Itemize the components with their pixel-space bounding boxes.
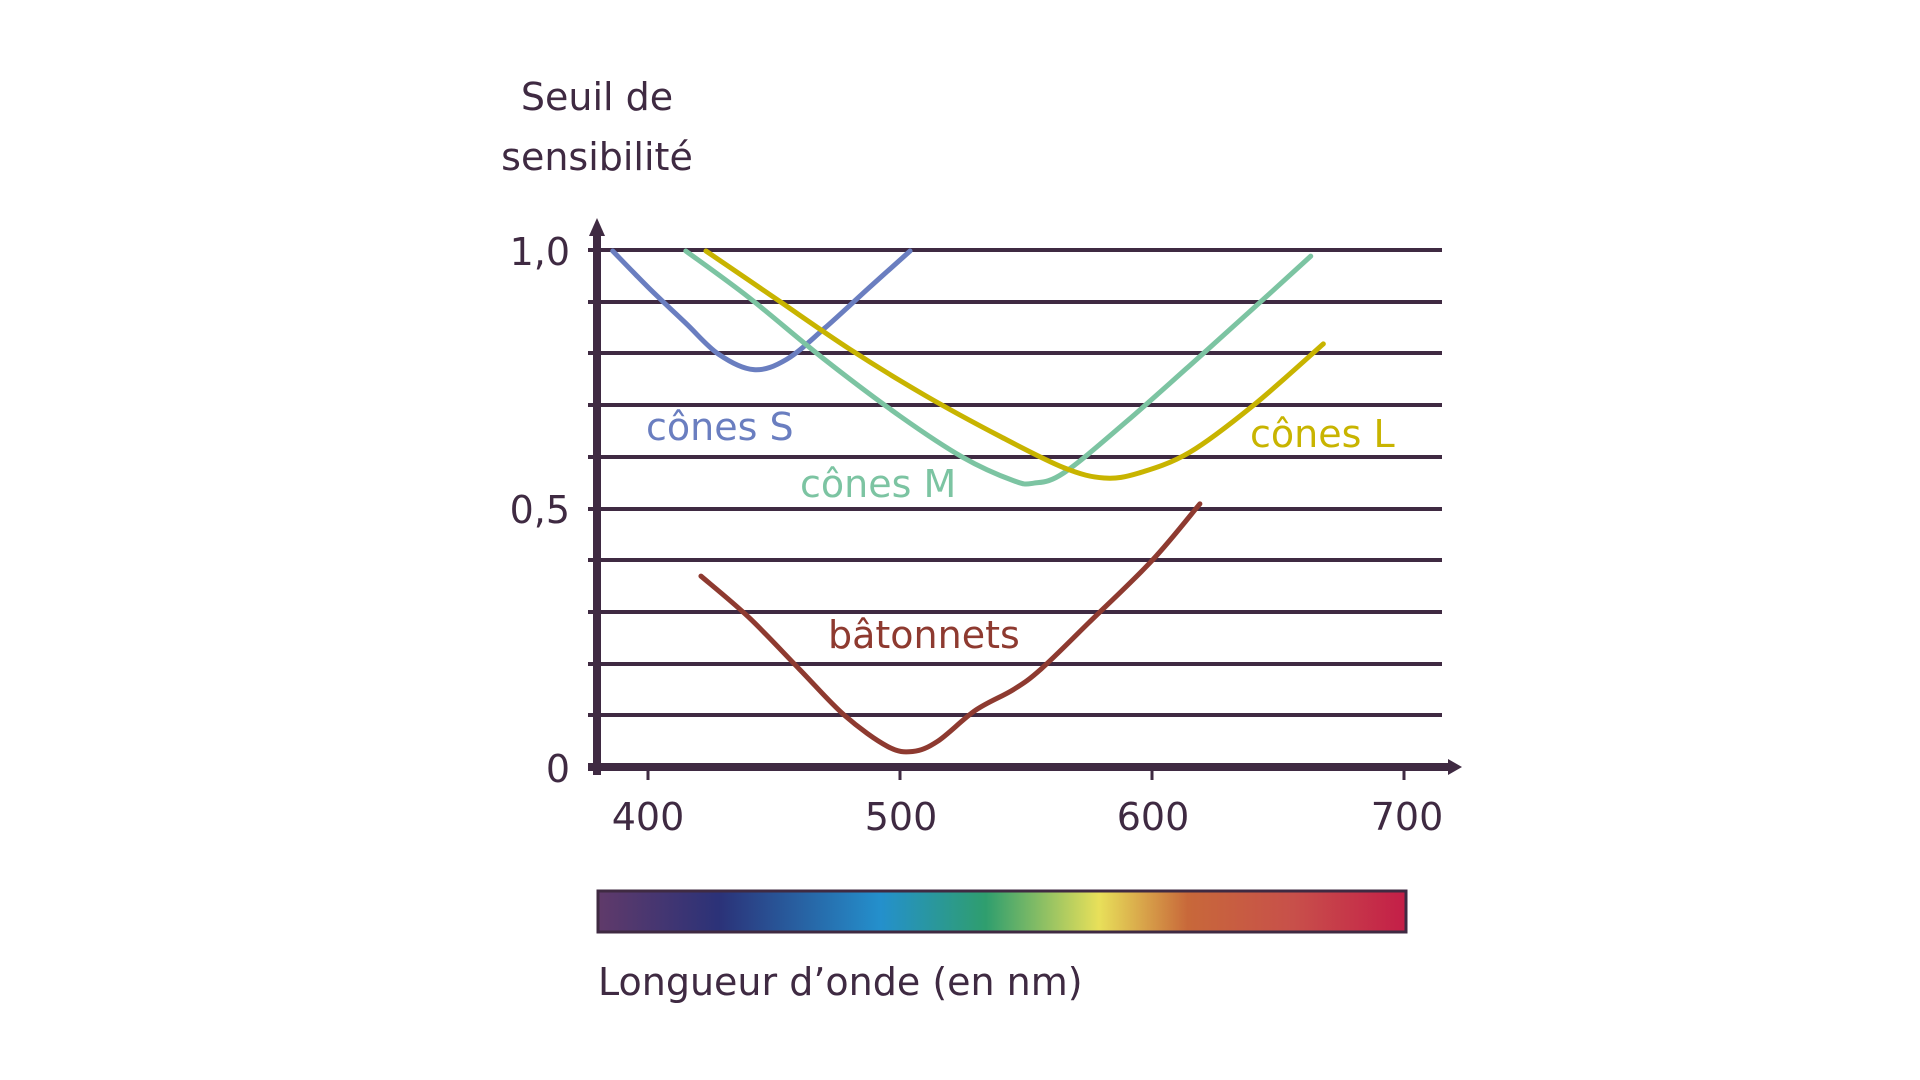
x-tick-500: 500 (865, 795, 938, 839)
axes (588, 218, 1462, 780)
x-axis-label: Longueur d’onde (en nm) (598, 960, 1083, 1004)
y-tick-1: 1,0 (510, 230, 570, 274)
series-l-cones-line (703, 248, 1326, 481)
spectrum-bar (596, 889, 1408, 934)
x-tick-400: 400 (612, 795, 685, 839)
y-tick-0: 0 (546, 747, 570, 791)
label-rods: bâtonnets (828, 613, 1020, 657)
label-cones-l: cônes L (1250, 412, 1395, 456)
y-axis-label-line2: sensibilité (501, 135, 693, 179)
y-tick-05: 0,5 (510, 488, 570, 532)
label-cones-s: cônes S (646, 405, 794, 449)
gridlines (588, 248, 1442, 717)
label-cones-m: cônes M (800, 462, 956, 506)
x-tick-600: 600 (1117, 795, 1190, 839)
y-axis-label-line1: Seuil de (521, 75, 673, 119)
series-rods-line (698, 501, 1203, 755)
series-m-cones-line (683, 248, 1314, 487)
series-s-cones-line (610, 248, 913, 373)
x-tick-700: 700 (1371, 795, 1444, 839)
